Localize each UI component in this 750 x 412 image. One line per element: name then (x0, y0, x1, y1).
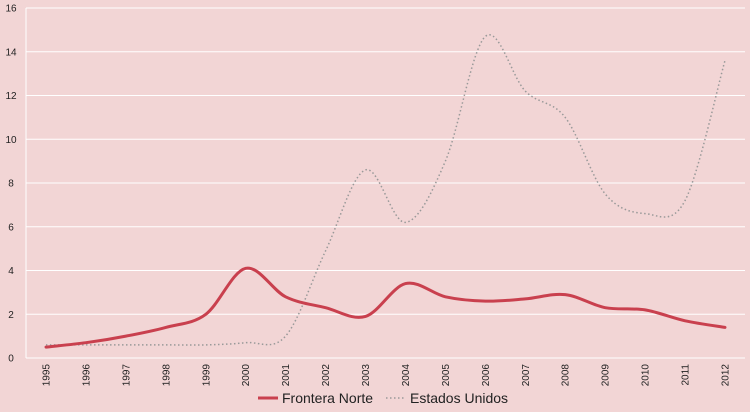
estados-unidos-line (46, 33, 726, 346)
legend-label-frontera-norte: Frontera Norte (282, 390, 373, 406)
y-tick-label: 12 (5, 91, 17, 102)
gridlines (26, 7, 745, 359)
y-tick-label: 4 (8, 266, 14, 277)
x-tick-label: 2007 (521, 364, 532, 387)
y-tick-label: 0 (8, 354, 14, 365)
x-tick-label: 2000 (241, 364, 252, 387)
x-tick-label: 2004 (401, 364, 412, 387)
x-tick-label: 2006 (481, 364, 492, 387)
y-tick-label: 14 (5, 47, 17, 58)
x-tick-label: 1999 (201, 364, 212, 387)
x-tick-label: 2012 (721, 364, 732, 387)
y-tick-label: 10 (5, 135, 17, 146)
y-tick-label: 16 (5, 4, 17, 15)
y-axis-ticks: 0 2 4 6 8 10 12 14 16 (5, 4, 17, 365)
x-tick-label: 2010 (641, 364, 652, 387)
y-tick-label: 6 (8, 222, 14, 233)
y-tick-label: 8 (8, 179, 14, 190)
x-axis-ticks: 1995 1996 1997 1998 1999 2000 2001 2002 2003 2004… (42, 364, 732, 387)
x-tick-label: 2011 (681, 364, 692, 386)
x-tick-label: 1997 (121, 364, 132, 387)
legend-label-estados-unidos: Estados Unidos (410, 390, 508, 406)
x-tick-label: 1995 (42, 364, 53, 387)
x-tick-label: 2005 (441, 364, 452, 387)
legend: Frontera Norte Estados Unidos (258, 390, 508, 406)
frontera-norte-line (44, 266, 727, 349)
series-lines (44, 33, 727, 349)
x-tick-label: 1996 (81, 364, 92, 387)
x-tick-label: 2003 (361, 364, 372, 387)
y-tick-label: 2 (8, 310, 14, 321)
x-tick-label: 1998 (161, 364, 172, 387)
x-tick-label: 2001 (281, 364, 292, 387)
x-tick-label: 2002 (321, 364, 332, 387)
x-tick-label: 2008 (561, 364, 572, 387)
x-tick-label: 2009 (601, 364, 612, 387)
